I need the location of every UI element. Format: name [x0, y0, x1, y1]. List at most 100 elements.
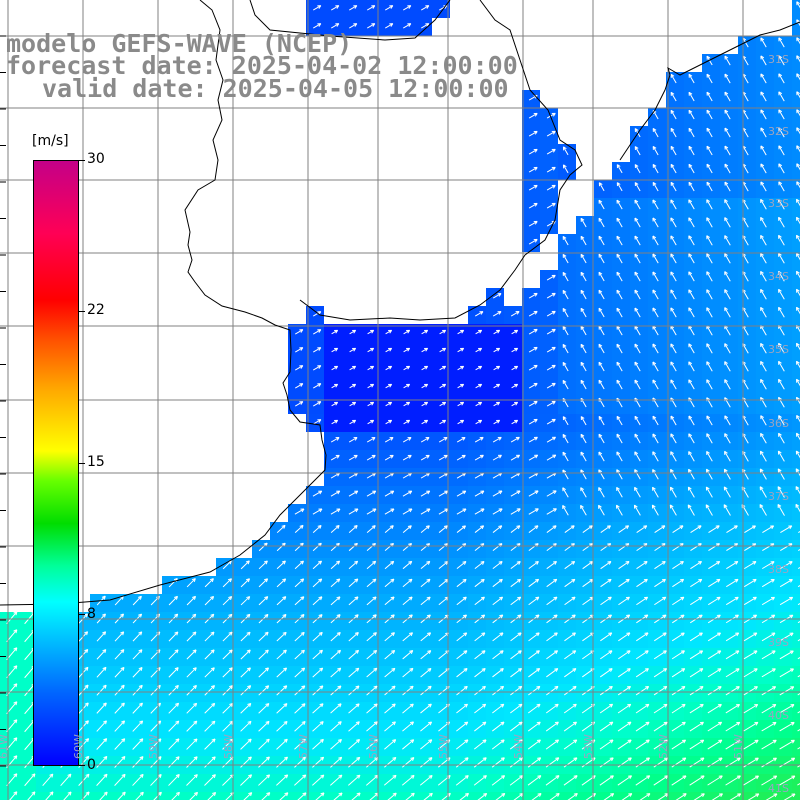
wind-arrow [724, 181, 731, 192]
wind-arrow [652, 145, 659, 156]
wind-arrow [670, 289, 677, 300]
wind-arrow [313, 5, 322, 11]
wind-arrow [493, 401, 501, 407]
wind-arrow [778, 342, 785, 354]
wind-arrow [349, 365, 357, 371]
wind-arrow [528, 400, 538, 407]
wind-arrow [528, 364, 538, 371]
wind-arrow [652, 253, 659, 264]
wind-cell [792, 342, 800, 360]
wind-arrow [313, 347, 322, 353]
wind-cell [576, 792, 594, 800]
wind-arrow [778, 288, 785, 300]
wind-arrow [796, 306, 800, 315]
wind-cell [792, 162, 800, 180]
wind-cell [792, 612, 800, 630]
wind-arrow [634, 415, 641, 426]
wind-arrow [457, 419, 465, 425]
wind-arrow [652, 415, 659, 426]
colorbar-tick-mark [79, 765, 85, 766]
wind-arrow [511, 347, 519, 353]
wind-arrow [760, 253, 767, 264]
wind-arrow [760, 163, 767, 174]
wind-arrow [760, 109, 767, 120]
wind-arrow [670, 235, 677, 246]
wind-arrow [652, 217, 659, 228]
wind-cell [756, 792, 774, 800]
wind-arrow [796, 288, 800, 297]
wind-arrow [313, 329, 322, 335]
wind-arrow [670, 343, 677, 354]
wind-cell [792, 72, 800, 90]
wind-arrow [598, 343, 605, 354]
wind-cell [792, 558, 800, 576]
lat-label: 34S [768, 270, 789, 283]
wind-arrow [706, 127, 713, 138]
wind-arrow [688, 307, 695, 318]
wind-arrow [778, 252, 785, 264]
wind-arrow [528, 130, 538, 137]
wind-cell [558, 792, 576, 800]
colorbar-tick-mark [79, 463, 85, 464]
lat-label: 39S [768, 636, 789, 649]
wind-cell [792, 378, 800, 396]
wind-arrow [528, 292, 538, 299]
wind-arrow [652, 271, 659, 282]
wind-cell [162, 792, 180, 800]
wind-cell [270, 792, 288, 800]
wind-arrow [528, 202, 538, 209]
wind-arrow [439, 347, 447, 353]
wind-arrow [528, 382, 538, 389]
wind-cell [792, 144, 800, 162]
wind-arrow [688, 289, 695, 300]
wind-arrow [778, 55, 785, 66]
wind-arrow [562, 289, 569, 300]
wind-arrow [457, 329, 465, 335]
wind-arrow [796, 360, 800, 369]
wind-arrow [475, 401, 483, 407]
wind-arrow [616, 289, 623, 300]
wind-arrow [580, 235, 587, 246]
wind-arrow [724, 307, 731, 318]
wind-arrow [688, 91, 695, 102]
wind-arrow [385, 5, 394, 11]
wind-arrow [331, 401, 339, 407]
wind-arrow [688, 343, 695, 354]
colorbar-tick-22: 22 [87, 302, 105, 318]
wind-arrow [634, 343, 641, 354]
lon-label: 53W [582, 734, 595, 759]
wind-cell [522, 792, 540, 800]
wind-arrow [688, 271, 695, 282]
wind-arrow [688, 163, 695, 174]
wind-cell [792, 576, 800, 594]
lon-label: 52W [657, 734, 670, 759]
wind-cell [792, 738, 800, 756]
colorbar-tick-15: 15 [87, 454, 105, 470]
wind-arrow [475, 365, 483, 371]
wind-arrow [724, 91, 731, 102]
wind-arrow [760, 235, 767, 246]
wind-arrow [760, 217, 767, 228]
wind-arrow [562, 361, 569, 372]
wind-cell [792, 18, 800, 36]
wind-arrow [652, 307, 659, 318]
wind-cell [144, 792, 162, 800]
wind-arrow [546, 310, 556, 317]
wind-arrow [724, 199, 731, 210]
wind-arrow [312, 419, 322, 425]
wind-arrow [778, 198, 785, 210]
wind-arrow [313, 401, 322, 407]
wind-arrow [616, 343, 623, 354]
wind-arrow [760, 91, 767, 102]
wind-arrow [652, 235, 659, 246]
wind-cell [792, 234, 800, 252]
wind-arrow [528, 220, 538, 227]
wind-arrow [598, 325, 605, 336]
wind-arrow [724, 289, 731, 300]
wind-arrow [562, 235, 569, 246]
wind-cell [594, 792, 612, 800]
wind-cell [702, 792, 720, 800]
wind-arrow [688, 181, 695, 192]
wind-arrow [670, 361, 677, 372]
